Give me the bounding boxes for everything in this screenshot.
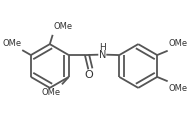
Text: OMe: OMe	[169, 39, 188, 48]
Text: OMe: OMe	[42, 88, 61, 97]
Text: H: H	[99, 43, 106, 52]
Text: OMe: OMe	[2, 39, 21, 48]
Text: OMe: OMe	[169, 84, 188, 93]
Text: OMe: OMe	[54, 22, 73, 31]
Text: O: O	[84, 70, 93, 80]
Text: N: N	[99, 50, 106, 60]
